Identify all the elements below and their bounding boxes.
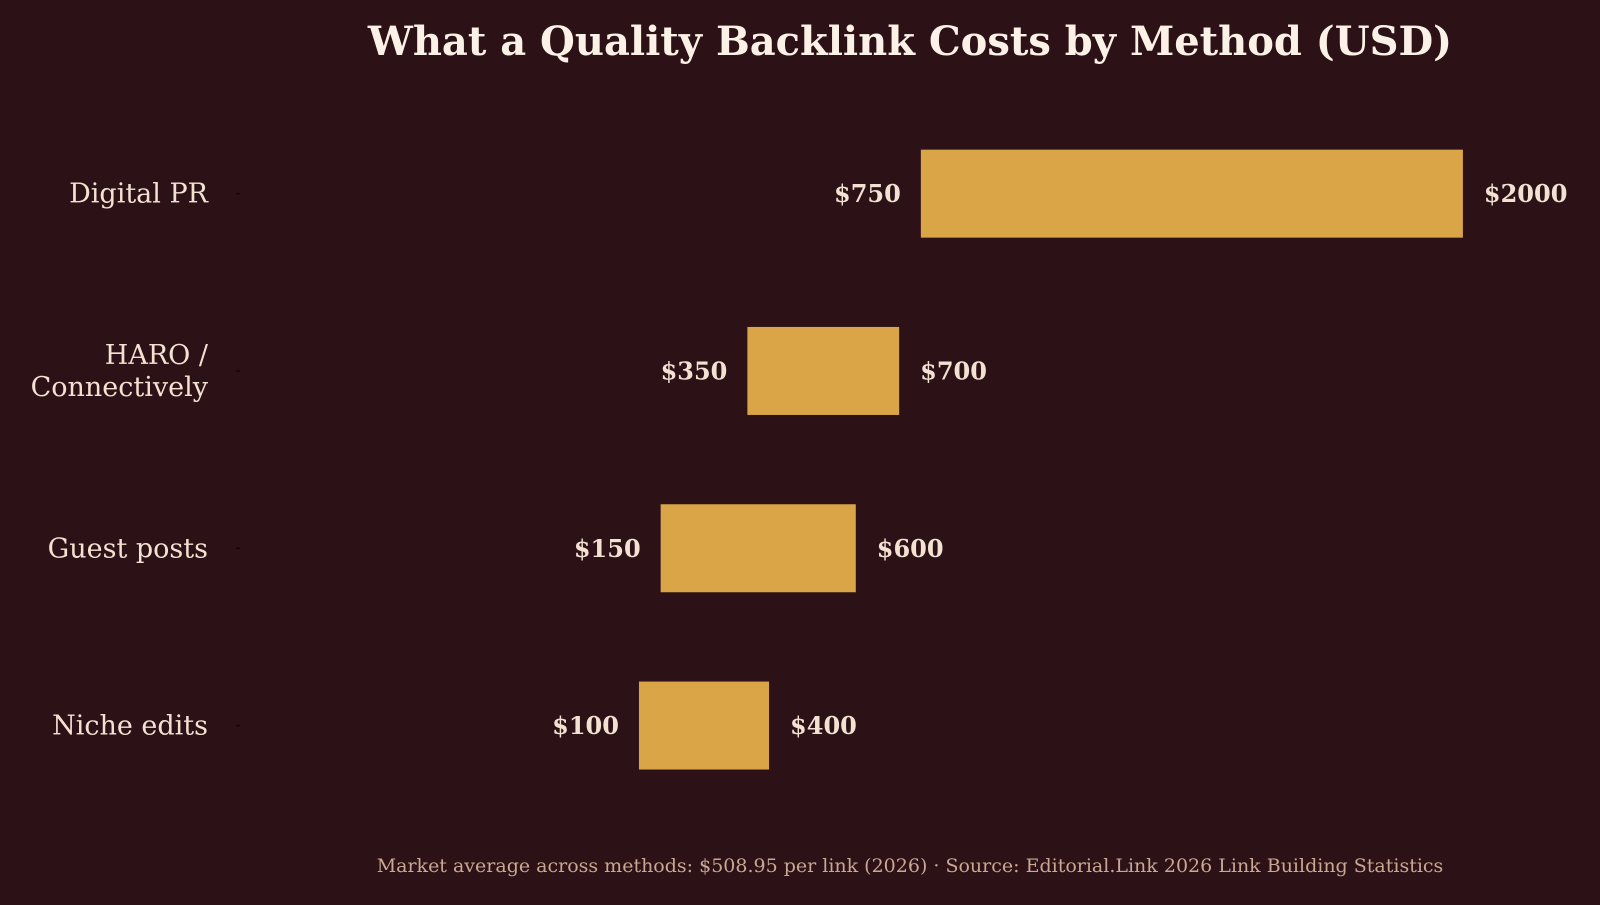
high-value-label: $700 — [920, 356, 987, 385]
category-label: HARO / Connectively — [31, 339, 209, 402]
range-bar — [638, 681, 770, 770]
y-axis-ticks — [236, 192, 240, 727]
category-label-line: Digital PR — [69, 178, 209, 209]
range-bar — [920, 149, 1463, 238]
bars — [638, 149, 1463, 770]
high-value-label: $400 — [790, 711, 857, 740]
category-label: Digital PR — [69, 178, 209, 209]
chart-title: What a Quality Backlink Costs by Method … — [367, 18, 1453, 65]
range-bar — [747, 326, 900, 415]
value-labels: $750 $2000 $350 $700 $150 $600 $100 $400 — [552, 179, 1567, 740]
category-label-line: HARO / — [105, 339, 209, 370]
category-label-line: Guest posts — [48, 533, 208, 564]
low-value-label: $350 — [661, 356, 728, 385]
category-label-line: Connectively — [31, 371, 209, 402]
category-label: Niche edits — [52, 710, 208, 741]
category-label-line: Niche edits — [52, 710, 208, 741]
low-value-label: $150 — [574, 534, 641, 563]
low-value-label: $750 — [834, 179, 901, 208]
chart-footer-note: Market average across methods: $508.95 p… — [376, 855, 1444, 877]
low-value-label: $100 — [552, 711, 619, 740]
category-labels: Digital PR HARO / Connectively Guest posts N… — [31, 178, 209, 741]
category-label: Guest posts — [48, 533, 208, 564]
range-bar — [660, 504, 856, 593]
high-value-label: $2000 — [1484, 179, 1568, 208]
high-value-label: $600 — [877, 534, 944, 563]
